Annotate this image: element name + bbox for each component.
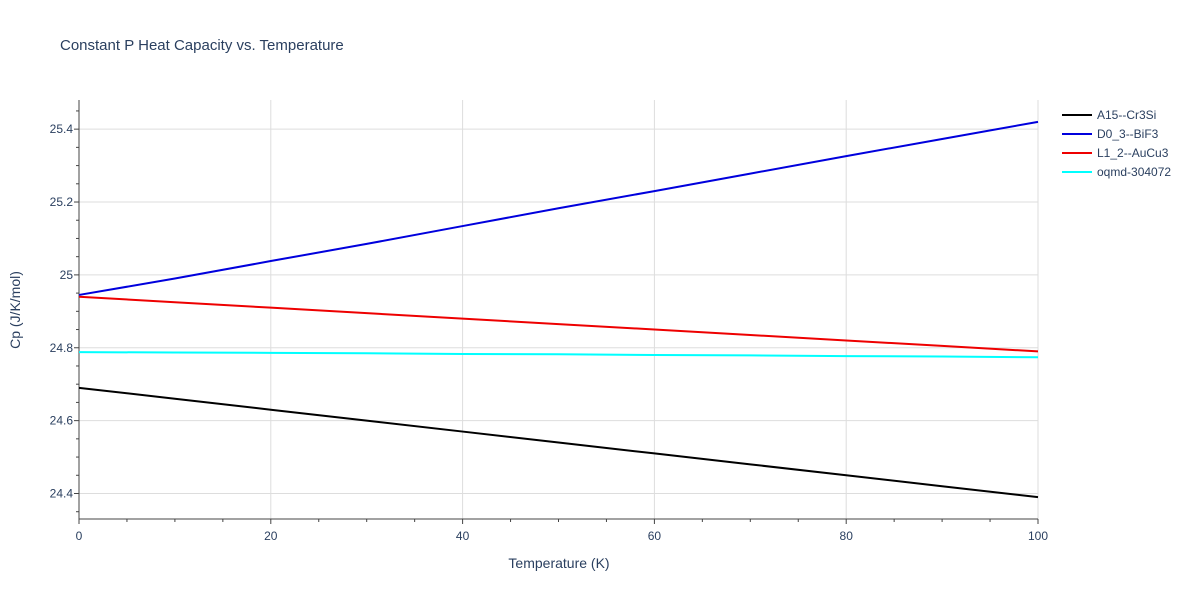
x-tick-label: 20 — [264, 529, 278, 543]
y-tick-label: 24.8 — [50, 341, 74, 355]
legend-label: oqmd-304072 — [1097, 165, 1171, 179]
series-line-d0-3-bif3[interactable] — [78, 120, 1039, 296]
y-tick-label: 25 — [60, 268, 74, 282]
x-tick-label: 60 — [648, 529, 662, 543]
series-line-oqmd-304072[interactable] — [78, 351, 1039, 359]
legend-item[interactable]: L1_2--AuCu3 — [1062, 146, 1169, 160]
x-tick-label: 40 — [456, 529, 470, 543]
legend-label: A15--Cr3Si — [1097, 108, 1156, 122]
series-line-a15-cr3si[interactable] — [78, 386, 1039, 499]
x-axis-title: Temperature (K) — [508, 555, 609, 571]
y-tick-label: 25.2 — [50, 195, 74, 209]
legend-item[interactable]: A15--Cr3Si — [1062, 108, 1156, 122]
legend-item[interactable]: oqmd-304072 — [1062, 165, 1171, 179]
chart-title: Constant P Heat Capacity vs. Temperature — [60, 37, 344, 54]
gridlines — [79, 100, 1039, 519]
legend-label: L1_2--AuCu3 — [1097, 146, 1169, 160]
x-tick-label: 100 — [1028, 529, 1048, 543]
series-lines — [78, 120, 1039, 499]
legend-item[interactable]: D0_3--BiF3 — [1062, 127, 1159, 141]
legend[interactable]: A15--Cr3Si D0_3--BiF3 L1_2--AuCu3 oqmd-3040… — [1062, 108, 1171, 179]
y-axis-title: Cp (J/K/mol) — [7, 271, 23, 349]
axes: 0 20 40 60 80 100 24.4 24.6 24.8 25 25.2 25.4 — [50, 100, 1048, 543]
y-tick-label: 24.6 — [50, 414, 74, 428]
x-tick-label: 80 — [840, 529, 854, 543]
series-line-l1-2-aucu3[interactable] — [78, 295, 1039, 353]
y-tick-label: 25.4 — [50, 122, 74, 136]
x-tick-label: 0 — [76, 529, 83, 543]
y-tick-label: 24.4 — [50, 486, 74, 500]
legend-label: D0_3--BiF3 — [1097, 127, 1159, 141]
